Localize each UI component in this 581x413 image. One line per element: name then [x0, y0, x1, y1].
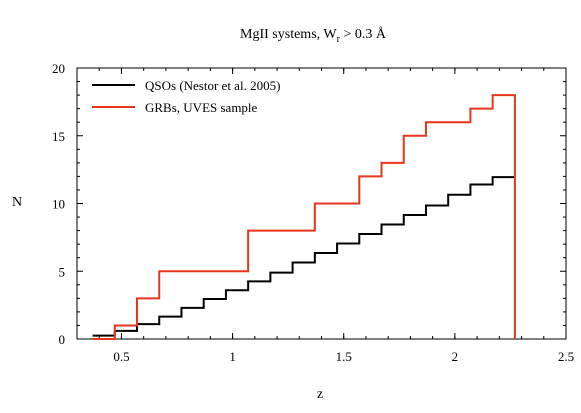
chart-title: MgII systems, Wr > 0.3 Å — [240, 26, 387, 45]
x-tick-label: 2.5 — [558, 349, 574, 364]
plot-area: 0.5 1 1.5 2 2.5 0 5 10 15 20 — [52, 61, 574, 364]
legend: QSOs (Nestor et al. 2005) GRBs, UVES samp… — [92, 78, 280, 115]
x-tick-label: 2 — [452, 349, 459, 364]
y-tick-label: 20 — [52, 61, 65, 76]
y-tick-label: 5 — [59, 264, 66, 279]
x-tick-label: 1 — [229, 349, 236, 364]
y-tick-label: 10 — [52, 197, 65, 212]
y-tick-label: 15 — [52, 129, 65, 144]
series-line-2 — [92, 94, 516, 340]
legend-label-2: GRBs, UVES sample — [145, 100, 258, 115]
series-line-1 — [92, 176, 515, 337]
y-tick-label: 0 — [59, 332, 66, 347]
y-axis-label: N — [12, 195, 22, 210]
x-tick-label: 1.5 — [336, 349, 352, 364]
legend-label-1: QSOs (Nestor et al. 2005) — [145, 78, 280, 93]
x-tick-label: 0.5 — [113, 349, 129, 364]
x-axis-label: z — [317, 387, 323, 402]
